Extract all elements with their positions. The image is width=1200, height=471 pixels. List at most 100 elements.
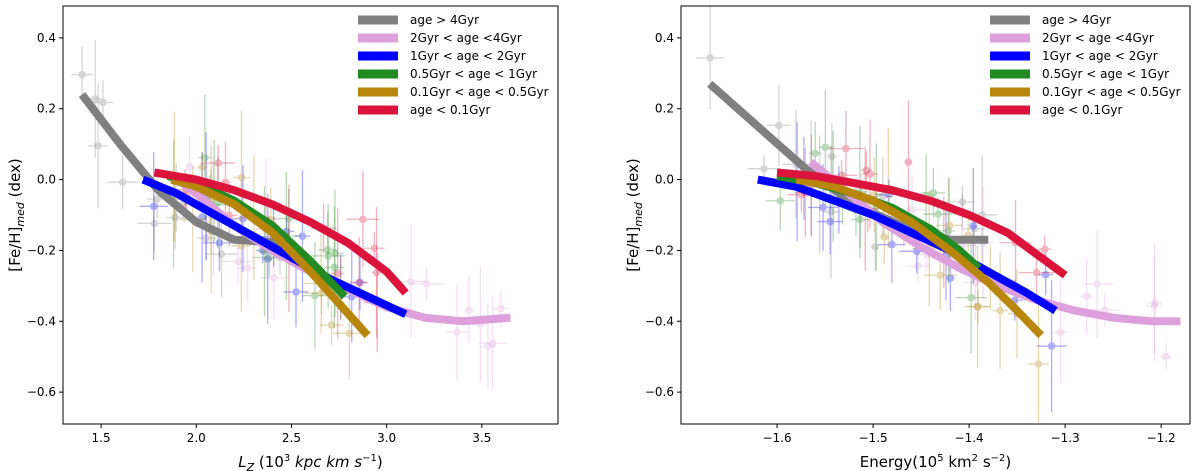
x-axis-label: LZ (103 kpc km s−1)	[238, 453, 382, 471]
axes-frame	[680, 5, 1191, 425]
y-tick-label: −0.2	[27, 243, 56, 257]
scatter-point	[294, 170, 311, 302]
y-tick-label: 0.0	[37, 173, 56, 187]
scatter-point	[88, 83, 109, 209]
scatter-point	[1080, 258, 1093, 335]
scatter-point	[905, 250, 931, 282]
series-line-2	[141, 175, 408, 318]
plot-area	[71, 40, 511, 390]
scatter-point	[822, 145, 840, 279]
y-tick-label: −0.6	[645, 385, 674, 399]
x-tick-label: 1.5	[92, 431, 111, 445]
scatter-point	[283, 256, 309, 328]
scatter-point	[201, 145, 236, 181]
scatter-point	[871, 222, 880, 271]
y-axis-label: [Fe/H]med (dex)	[6, 158, 27, 271]
scatter-point	[464, 276, 474, 344]
legend-entry-label: 0.5Gyr < age < 1Gyr	[1042, 67, 1169, 81]
scatter-point	[936, 177, 963, 273]
legend-entry-label: age > 4Gyr	[1042, 13, 1111, 27]
x-tick-label: −1.4	[955, 431, 984, 445]
scatter-point	[945, 245, 955, 312]
x-tick-label: 3.5	[472, 431, 491, 445]
y-tick-label: 0.2	[655, 102, 674, 116]
scatter-point	[478, 296, 507, 390]
x-tick-label: −1.6	[762, 431, 791, 445]
scatter-point	[232, 110, 251, 244]
y-tick-label: −0.2	[645, 243, 674, 257]
x-tick-label: 2.5	[282, 431, 301, 445]
scatter-point	[197, 152, 207, 283]
scatter-point	[331, 207, 345, 340]
x-tick-label: 3.0	[377, 431, 396, 445]
scatter-point	[409, 267, 444, 301]
scatter-point	[967, 289, 989, 325]
scatter-point	[1160, 342, 1172, 371]
scatter-point	[353, 254, 367, 311]
scatter-point	[324, 206, 345, 329]
series-line-4	[170, 175, 371, 339]
y-tick-label: 0.4	[655, 31, 674, 45]
scatter-point	[395, 224, 426, 339]
series-line-4	[795, 175, 1044, 339]
legend-entry-label: age < 0.1Gyr	[1042, 103, 1123, 117]
series-line-5	[776, 168, 1068, 279]
scatter-point	[766, 84, 791, 167]
legend-entry-label: 0.5Gyr < age < 1Gyr	[410, 67, 537, 81]
x-tick-label: −1.2	[1147, 431, 1176, 445]
scatter-point	[205, 211, 238, 298]
x-tick-label: −1.3	[1051, 431, 1080, 445]
scatter-point	[202, 214, 237, 272]
scatter-point	[992, 252, 1008, 370]
scatter-point	[1146, 257, 1163, 355]
scatter-point	[107, 155, 139, 209]
scatter-point	[1081, 230, 1113, 339]
x-tick-label: 2.0	[187, 431, 206, 445]
series-line-5	[153, 168, 409, 296]
scatter-point	[319, 305, 344, 345]
scatter-point	[1147, 244, 1162, 362]
y-tick-label: −0.4	[645, 314, 674, 328]
scatter-point	[1027, 304, 1050, 423]
scatter-point	[696, 6, 724, 110]
scatter-point	[372, 207, 382, 338]
legend-entry-label: 0.1Gyr < age < 0.5Gyr	[1042, 85, 1181, 99]
scatter-point	[332, 286, 367, 380]
scatter-point	[828, 110, 864, 187]
y-tick-label: 0.2	[37, 102, 56, 116]
legend-entry-label: 1Gyr < age < 2Gyr	[410, 49, 526, 63]
series-line-0	[78, 92, 288, 248]
scatter-point	[1053, 281, 1068, 384]
legend-entry-label: 0.1Gyr < age < 0.5Gyr	[410, 85, 549, 99]
scatter-point	[1089, 293, 1121, 327]
legend: age > 4Gyr 2Gyr < age <4Gyr 1Gyr < age < 2…	[990, 13, 1181, 117]
scatter-point	[963, 244, 988, 321]
scatter-point	[921, 168, 946, 218]
scatter-point	[444, 283, 470, 382]
y-axis-label: [Fe/H]med (dex)	[624, 158, 645, 271]
right-panel-energy: −1.6 −1.5 −1.4 −1.3 −1.2 −0.6 −0.4 −0.2 0.0 0.2 0.…	[624, 5, 1191, 471]
axes-frame	[62, 5, 559, 425]
legend-entry-label: age < 0.1Gyr	[410, 103, 491, 117]
scatter-point	[238, 233, 257, 303]
legend-entry-label: 2Gyr < age <4Gyr	[1042, 31, 1154, 45]
left-panel-lz: 1.5 2.0 2.5 3.0 3.5 −0.6 −0.4 −0.2 0.0 0.2 0.4 [Fe/…	[6, 5, 559, 471]
scatter-point	[923, 240, 957, 310]
scatter-point	[221, 238, 255, 285]
legend-entry-label: age > 4Gyr	[410, 13, 479, 27]
y-tick-label: −0.4	[27, 314, 56, 328]
scatter-point	[263, 194, 273, 324]
scatter-point	[137, 194, 172, 252]
scatter-point	[71, 46, 94, 103]
x-tick-label: −1.5	[859, 431, 888, 445]
scatter-point	[89, 40, 102, 158]
legend-entry-label: 1Gyr < age < 2Gyr	[1042, 49, 1158, 63]
scatter-point	[139, 152, 168, 261]
y-tick-label: 0.4	[37, 31, 56, 45]
plot-area	[696, 6, 1181, 423]
legend: age > 4Gyr 2Gyr < age <4Gyr 1Gyr < age < 2…	[358, 13, 549, 117]
y-tick-label: −0.6	[27, 385, 56, 399]
x-axis-label: Energy(105 km2 s−2)	[860, 453, 1012, 471]
scatter-point	[92, 79, 114, 126]
